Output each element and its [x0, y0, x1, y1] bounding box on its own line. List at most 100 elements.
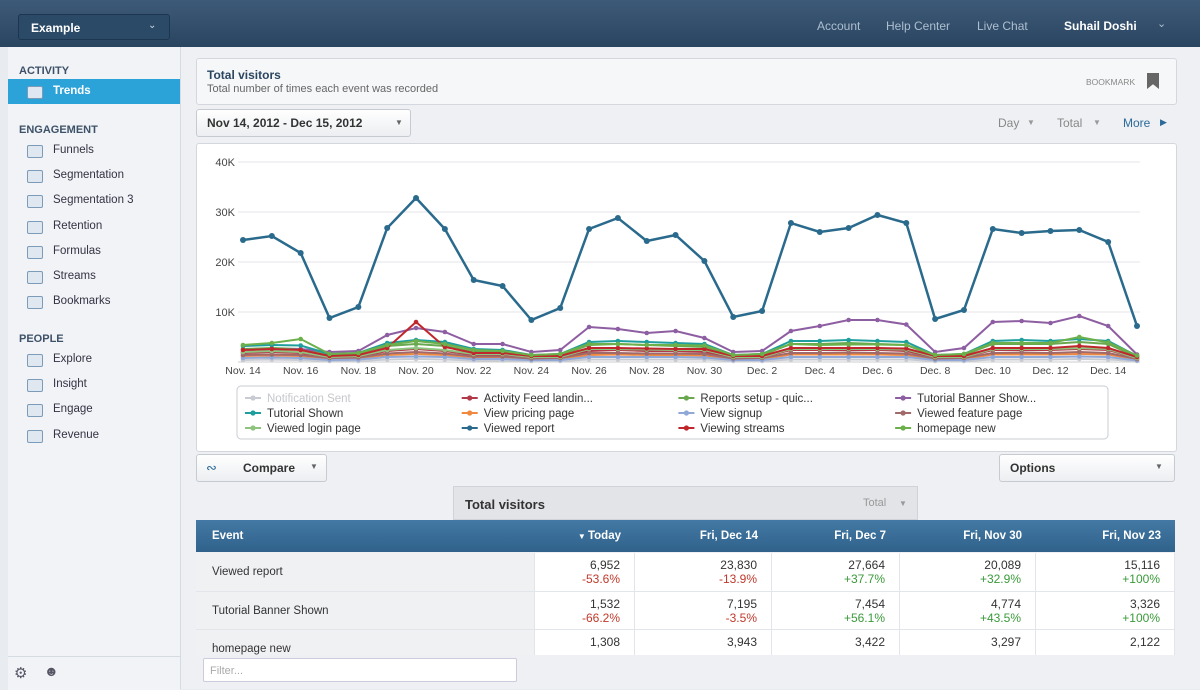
nav-link[interactable]: Account	[817, 19, 861, 33]
nav-label: Formulas	[53, 244, 101, 257]
value: 3,297	[990, 635, 1021, 649]
point	[816, 229, 823, 235]
point	[903, 351, 909, 356]
point	[1134, 323, 1140, 329]
point	[327, 351, 332, 357]
legend-label: Reports setup - quic...	[700, 393, 813, 405]
x-tick-label: Nov. 28	[629, 365, 665, 377]
value: 3,326	[1129, 596, 1160, 611]
nav-item[interactable]: Bookmarks	[8, 289, 180, 314]
settings-icon[interactable]: ⚙	[14, 665, 28, 682]
value: 4,774	[990, 596, 1021, 611]
column-header[interactable]: Fri, Dec 14	[635, 520, 772, 552]
nav-item[interactable]: Explore	[8, 347, 180, 372]
point	[413, 349, 419, 355]
legend-label: Viewed login page	[267, 423, 361, 435]
legend-label: Viewed feature page	[917, 408, 1022, 420]
legend-marker	[250, 395, 256, 401]
nav-item[interactable]: Funnels	[8, 138, 180, 163]
nav-item[interactable]: Streams	[8, 264, 180, 289]
column-header[interactable]: Fri, Dec 7	[772, 520, 900, 552]
point	[1105, 340, 1111, 345]
series-line	[242, 196, 1139, 327]
value-cell: 7,454 +56.1%	[772, 591, 900, 630]
nav-item[interactable]: Segmentation	[8, 163, 180, 188]
nav-item[interactable]: Insight	[8, 372, 180, 397]
nav-label: Revenue	[53, 428, 100, 441]
nav-link[interactable]: Help Center	[886, 19, 951, 33]
nav-label: Streams	[53, 270, 96, 282]
options-select[interactable]: Options	[999, 454, 1175, 482]
nav-item[interactable]: Trends	[8, 79, 180, 104]
point	[1105, 323, 1111, 329]
point	[701, 258, 708, 264]
legend-marker	[683, 425, 690, 431]
value-cell: 1,532 -66.2%	[535, 591, 635, 630]
section-title: ACTIVITY	[19, 65, 70, 77]
point	[990, 340, 996, 346]
point	[269, 340, 275, 346]
nav-icon	[27, 220, 43, 234]
report-title: Total visitors	[207, 68, 281, 82]
compare-button[interactable]: Compare	[196, 454, 327, 482]
point	[644, 346, 650, 351]
project-select[interactable]: Example	[18, 14, 170, 40]
point	[442, 341, 448, 347]
nav-item[interactable]: Retention	[8, 214, 180, 239]
point	[932, 316, 939, 322]
series-line	[242, 335, 1138, 357]
nav-icon	[27, 296, 43, 310]
column-header[interactable]: ▼ Today	[535, 520, 635, 552]
nav-item[interactable]: Engage	[8, 397, 180, 422]
nav-item[interactable]: Revenue	[8, 423, 180, 448]
table-mode[interactable]: Total	[863, 497, 887, 509]
mode-select[interactable]: Total	[1057, 116, 1083, 130]
change: +100%	[1122, 610, 1160, 625]
point	[471, 347, 477, 353]
value: 1,532	[589, 596, 620, 611]
point	[1105, 354, 1111, 360]
chevron: ▼	[310, 462, 318, 471]
point	[500, 348, 505, 354]
nav-item[interactable]: Segmentation 3	[8, 188, 180, 213]
value-cell: 15,116 +100%	[1036, 553, 1175, 592]
point	[586, 341, 592, 347]
series-line	[242, 350, 1138, 360]
column-header[interactable]: Event	[196, 520, 535, 552]
point	[326, 315, 333, 321]
chevron: ▼	[1155, 462, 1163, 471]
point	[846, 354, 851, 360]
point	[384, 332, 390, 338]
point	[586, 345, 592, 351]
point	[846, 317, 851, 323]
table-tab: Total visitors Total ▼	[453, 486, 918, 520]
point	[298, 343, 303, 348]
legend-marker	[467, 425, 473, 431]
date-range-select[interactable]: Nov 14, 2012 - Dec 15, 2012 ▼	[196, 109, 411, 137]
add-user-icon[interactable]: ☻	[44, 663, 59, 679]
point	[384, 354, 390, 360]
point	[702, 343, 707, 348]
nav-link[interactable]: Live Chat	[977, 19, 1028, 33]
event-cell: Tutorial Banner Shown	[196, 591, 535, 630]
nav-icon	[27, 195, 43, 209]
legend-marker	[900, 410, 906, 416]
point	[673, 328, 678, 334]
more-button[interactable]: More	[1123, 116, 1151, 130]
point	[1077, 349, 1082, 355]
point	[557, 305, 564, 311]
change: -53.6%	[581, 572, 620, 586]
point	[615, 345, 621, 351]
column-header[interactable]: Fri, Nov 30	[900, 520, 1036, 552]
point	[1077, 313, 1082, 319]
filter-input[interactable]: Filter...	[203, 658, 517, 682]
legend-label: Notification Sent	[267, 393, 352, 405]
interval-select[interactable]: Day	[998, 116, 1020, 130]
point	[759, 308, 766, 314]
column-header[interactable]: Fri, Nov 23	[1036, 520, 1175, 552]
user-menu[interactable]: Suhail Doshi	[1064, 19, 1137, 33]
change: -3.5%	[725, 610, 757, 625]
nav-item[interactable]: Formulas	[8, 239, 180, 264]
bookmark-button[interactable]: BOOKMARK	[1086, 77, 1136, 87]
legend-marker	[467, 410, 473, 416]
